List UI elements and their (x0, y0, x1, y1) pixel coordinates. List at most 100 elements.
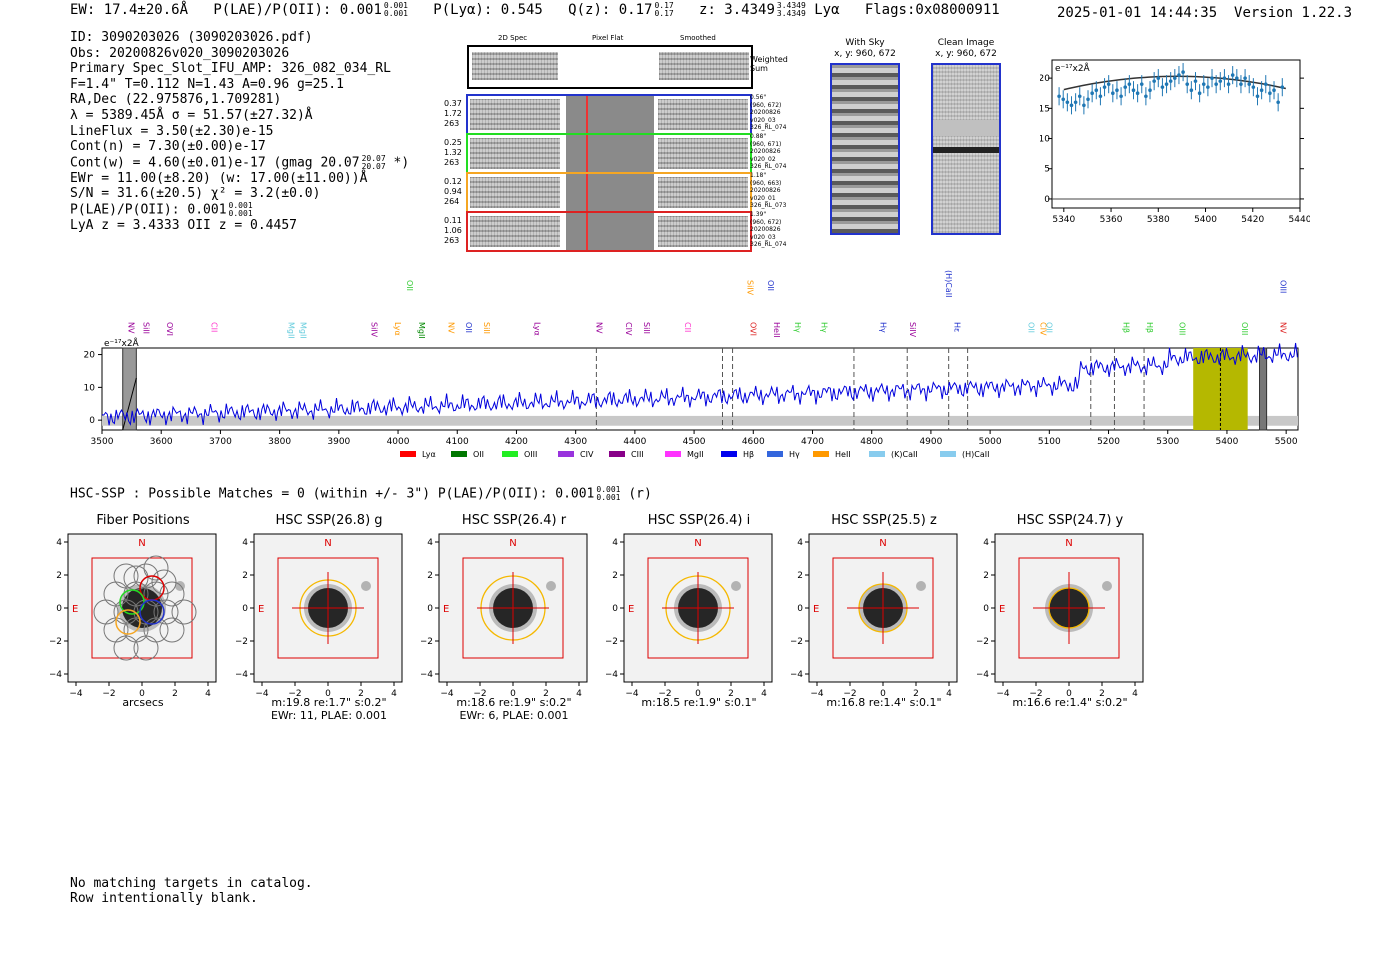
cutout-2d-spec (470, 216, 560, 247)
zoom-data-point (1115, 88, 1119, 93)
col-header-flat: Pixel Flat (592, 34, 624, 42)
fiber-circle-green (119, 589, 145, 615)
zoom-unit-label: e⁻¹⁷x2Å (1055, 62, 1091, 74)
spectrum-line-label: NV (1278, 322, 1287, 334)
hsc-search-box (1018, 557, 1120, 659)
cutout-detail-value: 20200826 (750, 148, 781, 155)
info-fiber-params: F=1.4" T=0.112 N=1.43 A=0.96 g=25.1 (70, 76, 344, 92)
cutout-weight-label: 0.25 1.32 263 (444, 138, 462, 168)
cutout-detail-value: (960, 671) (750, 140, 782, 148)
east-label: E (258, 604, 264, 615)
hsc-ytick-label: −4 (977, 670, 989, 680)
hsc-xtick-label: 4 (1132, 689, 1138, 699)
cutout-detail-value: 20200826 (750, 109, 781, 116)
clean-image-trace (933, 147, 999, 153)
zoom-data-point (1123, 85, 1128, 89)
cutout-flat-marker (586, 213, 588, 250)
hsc-xtick-label: 4 (205, 689, 211, 699)
cutout-row-frame (466, 172, 752, 213)
hsc-cutout-image: N E −4 −2 0 2 4 4 2 0 −2 −4 (421, 533, 588, 699)
hsc-xtick-label: −4 (625, 689, 639, 699)
cutout-flat-marker (586, 174, 588, 211)
spectrum-line-label: CII (210, 322, 219, 332)
zoom-data-point (1243, 76, 1247, 80)
cutout-weight-value: 0.12 (444, 177, 462, 186)
zoom-data-point (1111, 91, 1115, 96)
info-cont-w: Cont(w) = 4.60(±0.01)e-17 (gmag 20.07 20.… (70, 154, 409, 171)
spectrum-ytick-label: 0 (89, 416, 95, 426)
zoom-data-point (1102, 85, 1107, 89)
cutout-detail-value: (960, 663) (750, 179, 782, 187)
zoom-data-point (1098, 94, 1103, 99)
info-plae: P(LAE)/P(OII): 0.001 0.001 0.001 (70, 202, 409, 218)
with-sky-coord: x, y: 960, 672 (834, 49, 896, 59)
cutout-2d-spec (470, 177, 560, 208)
info-lineflux: LineFlux = 3.50(±2.30)e-15 (70, 123, 274, 139)
zoom-data-point (1152, 79, 1156, 83)
hsc-search-box (91, 557, 193, 659)
weighted-label-2: Sum (750, 64, 768, 73)
hsc-search-box (647, 557, 749, 659)
zoom-data-point (1057, 94, 1061, 99)
cutout-smoothed (658, 99, 748, 130)
zoom-data-point (1090, 91, 1094, 96)
spectrum-line-label: MgII (417, 322, 426, 339)
hsc-summary-sub: 0.001 (596, 493, 621, 502)
spectrum-xtick-label: 4500 (683, 437, 706, 447)
spectrum-line-label: OII (1044, 322, 1053, 333)
hsc-panel-caption: m:18.5 re:1.9" s:0.1" (641, 696, 757, 709)
hsc-xtick-label: 2 (728, 689, 734, 699)
spectrum-mask-left (122, 347, 137, 431)
zoom-data-point (1177, 73, 1181, 77)
zoom-data-point (1230, 73, 1235, 77)
hsc-xtick-label: 4 (761, 689, 767, 699)
zoom-data-point (1272, 88, 1276, 93)
fiber-circle (133, 635, 159, 661)
hsc-panel-title: HSC SSP(26.4) r (461, 513, 567, 528)
spectrum-flux-line (101, 342, 1298, 426)
cutout-smoothed (658, 138, 748, 169)
hsc-panel-title: Fiber Positions (96, 513, 190, 528)
cutout-weight-value: 263 (444, 119, 460, 128)
hsc-xtick-label: −2 (1029, 689, 1042, 699)
hsc-xtick-label: −2 (473, 689, 486, 699)
spectrum-legend-label: Lyα (422, 450, 436, 459)
clean-image-title: Clean Image x, y: 960, 672 (920, 38, 1012, 60)
spectrum-line-label: OII (1027, 322, 1036, 333)
hsc-ytick-label: 2 (56, 571, 62, 581)
spectrum-line-label: OII (766, 280, 775, 291)
cutout-detail-label: 0.88" (960, 671) 20200826 v020_02 326_RL_074 (750, 133, 786, 171)
hsc-panel-caption-2: EWr: 11, PLAE: 0.001 (270, 709, 388, 722)
zoom-data-point (1148, 88, 1152, 93)
zoom-xtick-label: 5440 (1289, 215, 1310, 225)
spectrum-line-label: Lyα (393, 322, 402, 336)
cutout-weight-value: 0.94 (444, 187, 462, 196)
hsc-xtick-label: 4 (946, 689, 952, 699)
hsc-xtick-label: −2 (288, 689, 301, 699)
hsc-ytick-label: −4 (236, 670, 248, 680)
zoom-data-point (1069, 103, 1074, 108)
info-gmag-sub: 20.07 (361, 161, 386, 171)
header-plae: P(LAE)/P(OII): 0.001 (213, 2, 382, 18)
hsc-cutout-image: N E −4 −2 0 2 4 4 2 0 −2 −4 (977, 533, 1144, 699)
north-label: N (138, 538, 145, 549)
east-label: E (443, 604, 449, 615)
with-sky-title: With Sky x, y: 960, 672 (820, 38, 910, 60)
spectrum-line-label: Hε (953, 322, 962, 332)
cutout-2d-spec (470, 99, 560, 130)
spectrum-xtick-label: 4600 (742, 437, 765, 447)
hsc-xtick-label: 2 (172, 689, 178, 699)
hsc-ytick-label: 4 (983, 538, 989, 548)
spectrum-xtick-label: 4300 (564, 437, 587, 447)
hsc-ytick-label: 0 (612, 604, 618, 614)
hsc-ytick-label: −2 (791, 637, 803, 647)
hsc-ytick-label: 0 (56, 604, 62, 614)
zoom-data-point (1263, 82, 1268, 86)
hsc-ytick-label: 2 (427, 571, 433, 581)
spectrum-legend-swatch (400, 451, 416, 457)
spectrum-unit-label: e⁻¹⁷x2Å (104, 337, 140, 349)
hsc-ytick-label: 4 (242, 538, 248, 548)
hsc-ytick-label: −4 (791, 670, 803, 680)
cutout-pixel-flat (566, 135, 654, 172)
info-obs: Obs: 20200826v020_3090203026 (70, 45, 290, 61)
